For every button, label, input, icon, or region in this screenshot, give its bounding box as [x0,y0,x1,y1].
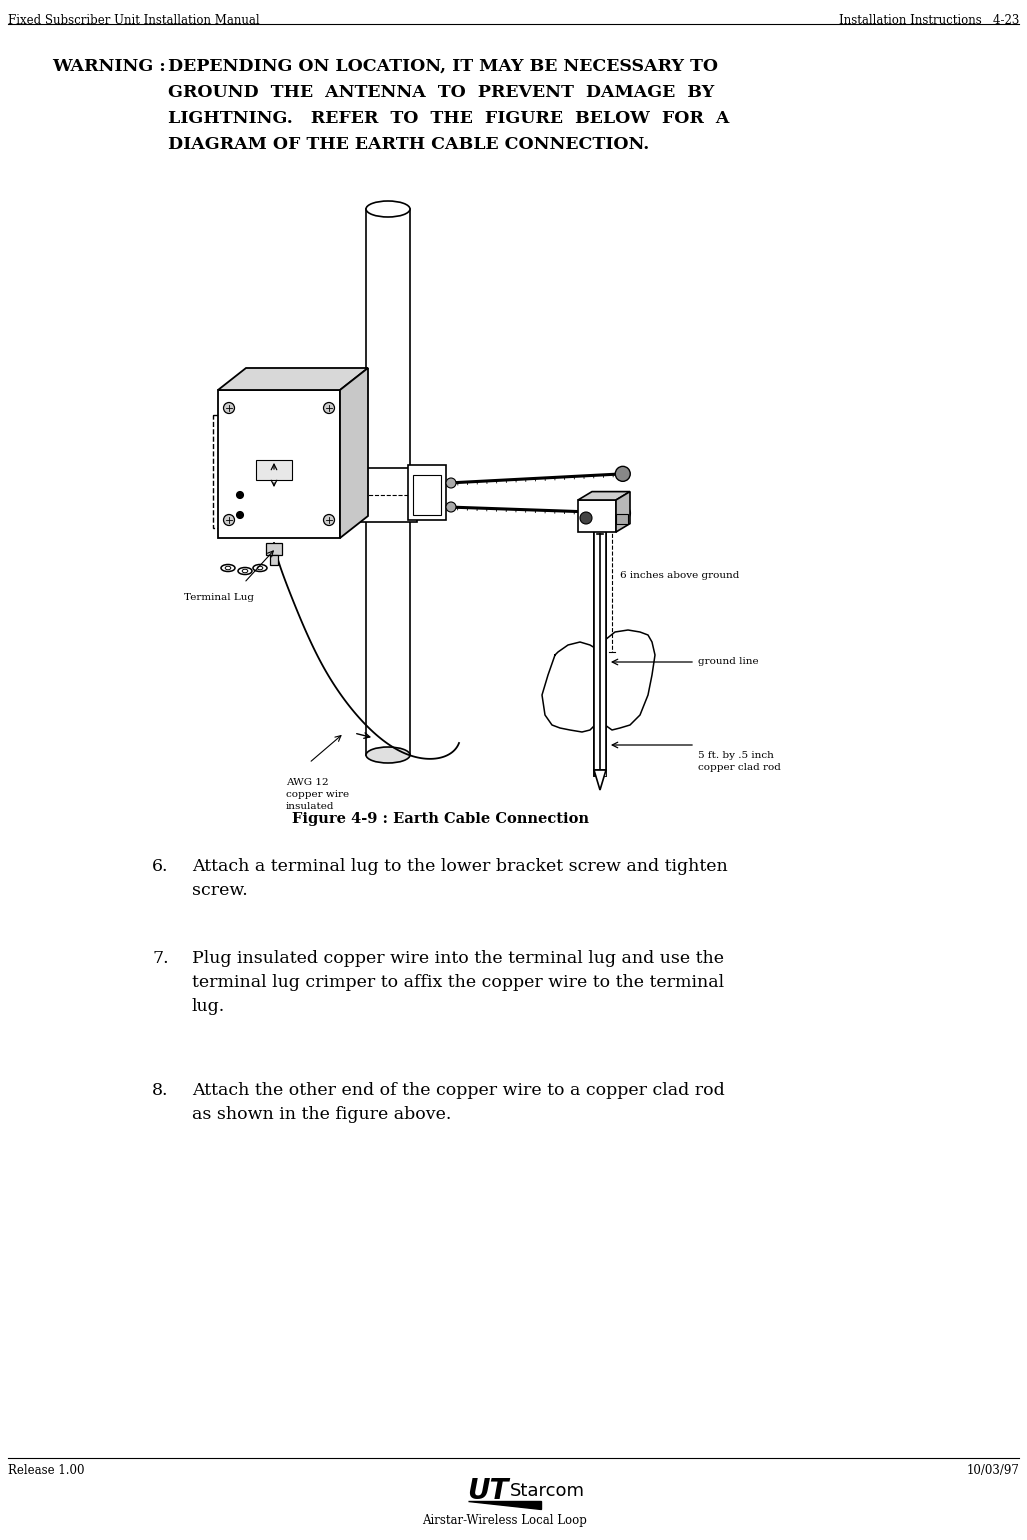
Polygon shape [616,491,630,531]
Bar [594,514,606,770]
Circle shape [446,477,456,488]
Polygon shape [218,368,368,390]
Circle shape [580,511,592,524]
Text: 7.: 7. [152,950,168,967]
Polygon shape [578,491,630,500]
Text: 5 ft. by .5 inch
copper clad rod: 5 ft. by .5 inch copper clad rod [698,752,781,772]
Bar [578,500,616,531]
Text: Attach the other end of the copper wire to a copper clad rod
as shown in the fig: Attach the other end of the copper wire … [192,1083,725,1123]
Text: Starcom: Starcom [510,1481,585,1500]
Text: 8.: 8. [152,1083,168,1100]
Circle shape [324,402,335,414]
Text: Installation Instructions   4-23: Installation Instructions 4-23 [839,14,1019,28]
Text: DIAGRAM OF THE EARTH CABLE CONNECTION.: DIAGRAM OF THE EARTH CABLE CONNECTION. [168,136,649,152]
Bar [366,209,410,755]
Text: 10/03/97: 10/03/97 [966,1465,1019,1477]
Text: LIGHTNING.   REFER  TO  THE  FIGURE  BELOW  FOR  A: LIGHTNING. REFER TO THE FIGURE BELOW FOR… [168,109,729,126]
Polygon shape [340,368,368,537]
Polygon shape [594,770,606,790]
Text: Release 1.00: Release 1.00 [8,1465,84,1477]
Bar [266,544,282,554]
Text: AWG 12
copper wire
insulated: AWG 12 copper wire insulated [286,778,349,810]
Text: 6.: 6. [152,858,168,875]
Circle shape [324,514,335,525]
Polygon shape [542,630,655,732]
Circle shape [615,467,631,482]
Bar [413,474,441,514]
Circle shape [615,505,631,521]
Text: Figure 4-9 : Earth Cable Connection: Figure 4-9 : Earth Cable Connection [292,812,588,825]
Polygon shape [468,1502,541,1509]
Circle shape [224,402,234,414]
Text: Airstar-Wireless Local Loop: Airstar-Wireless Local Loop [422,1514,587,1528]
Text: Attach a terminal lug to the lower bracket screw and tighten
screw.: Attach a terminal lug to the lower brack… [192,858,728,899]
Bar [616,514,627,524]
Circle shape [236,491,243,499]
Polygon shape [335,468,417,522]
Bar [256,460,292,480]
Text: DEPENDING ON LOCATION, IT MAY BE NECESSARY TO: DEPENDING ON LOCATION, IT MAY BE NECESSA… [168,59,718,75]
Ellipse shape [366,202,410,217]
Text: Terminal Lug: Terminal Lug [184,593,254,602]
Text: UT: UT [466,1477,508,1505]
Circle shape [224,514,234,525]
Bar [408,465,446,521]
Text: Fixed Subscriber Unit Installation Manual: Fixed Subscriber Unit Installation Manua… [8,14,260,28]
Text: GROUND  THE  ANTENNA  TO  PREVENT  DAMAGE  BY: GROUND THE ANTENNA TO PREVENT DAMAGE BY [168,85,714,102]
Text: Plug insulated copper wire into the terminal lug and use the
terminal lug crimpe: Plug insulated copper wire into the term… [192,950,724,1015]
Ellipse shape [366,747,410,762]
Text: ground line: ground line [698,658,759,667]
Circle shape [236,511,243,519]
Bar [270,554,278,565]
Text: 6 inches above ground: 6 inches above ground [620,570,739,579]
Text: WARNING :: WARNING : [52,59,178,75]
Circle shape [446,502,456,511]
Bar [218,390,340,537]
